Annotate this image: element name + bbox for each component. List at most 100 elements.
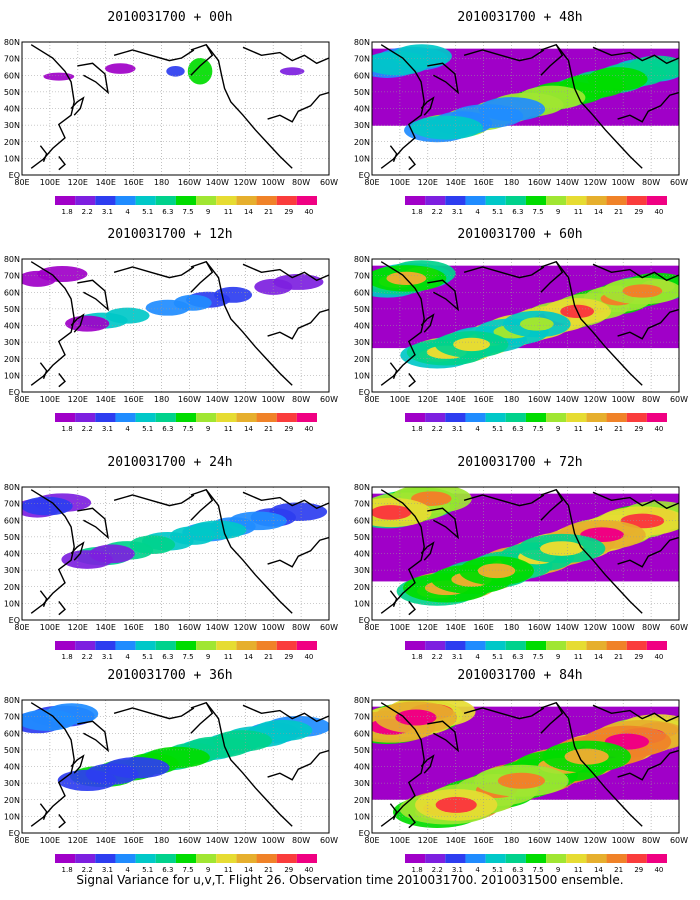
colorbar-swatch bbox=[405, 641, 426, 650]
coastline bbox=[540, 701, 564, 734]
coastline bbox=[77, 720, 110, 753]
map-panel: 2010031700 + 36h 80E 100E 120E 140E 160E 180 16… bbox=[0, 658, 340, 878]
colorbar-swatch bbox=[236, 196, 257, 205]
coastline bbox=[242, 704, 329, 723]
colorbar-label: 5.1 bbox=[492, 425, 503, 433]
coastline bbox=[592, 46, 679, 65]
colorbar-label: 21 bbox=[264, 425, 273, 433]
lat-tick-label: 50N bbox=[354, 88, 370, 97]
lat-tick-label: 50N bbox=[4, 746, 20, 755]
colorbar-label: 7.5 bbox=[182, 425, 193, 433]
colorbar-swatch bbox=[525, 196, 547, 205]
coastline bbox=[242, 263, 329, 282]
coastline bbox=[463, 707, 545, 720]
lon-tick-label: 140E bbox=[96, 395, 116, 404]
colorbar-label: 21 bbox=[614, 653, 623, 661]
colorbar-swatch bbox=[155, 641, 176, 650]
colorbar-swatch bbox=[505, 413, 526, 422]
coastline bbox=[77, 62, 110, 95]
colorbar-swatch bbox=[465, 196, 486, 205]
colorbar-label: 6.3 bbox=[162, 653, 173, 661]
lat-tick-label: 40N bbox=[4, 763, 20, 772]
colorbar-swatch bbox=[465, 641, 486, 650]
colorbar-swatch bbox=[155, 413, 176, 422]
lat-tick-label: 50N bbox=[4, 305, 20, 314]
colorbar-label: 14 bbox=[594, 208, 603, 216]
colorbar-swatch bbox=[566, 641, 587, 650]
map-frame bbox=[371, 258, 680, 393]
coastline bbox=[463, 494, 545, 507]
colorbar-label: 14 bbox=[244, 208, 253, 216]
coastline bbox=[408, 600, 416, 616]
lat-tick-label: 50N bbox=[4, 88, 20, 97]
coastline bbox=[420, 96, 435, 116]
colorbar-swatch bbox=[505, 854, 526, 863]
colorbar-label: 9 bbox=[206, 425, 210, 433]
coastline bbox=[408, 372, 416, 388]
lon-tick-label: 100E bbox=[390, 623, 410, 632]
coastline bbox=[380, 44, 425, 169]
colorbar-swatch bbox=[546, 413, 567, 422]
colorbar-label: 3.1 bbox=[102, 866, 113, 874]
variance-map: 80E 100E 120E 140E 160E 180 160W 140W 120W 100W 80… bbox=[4, 255, 338, 433]
colorbar-label: 29 bbox=[634, 425, 643, 433]
colorbar-swatch bbox=[175, 196, 197, 205]
colorbar-label: 6.3 bbox=[162, 208, 173, 216]
colorbar-swatch bbox=[135, 413, 156, 422]
colorbar-label: 2.2 bbox=[82, 208, 93, 216]
colorbar-swatch bbox=[405, 854, 426, 863]
coastline bbox=[463, 266, 545, 279]
variance-contour bbox=[453, 337, 491, 352]
lat-tick-label: 30N bbox=[4, 121, 20, 130]
variance-map: 80E 100E 120E 140E 160E 180 160W 140W 120W 100W 80… bbox=[4, 696, 338, 874]
variance-contour bbox=[435, 796, 477, 813]
lat-tick-label: 30N bbox=[4, 779, 20, 788]
lat-tick-label: 20N bbox=[354, 355, 370, 364]
coastline bbox=[540, 260, 564, 293]
colorbar-swatch bbox=[505, 196, 526, 205]
coastline bbox=[408, 155, 416, 171]
lon-tick-label: 180 bbox=[154, 836, 169, 845]
variance-contour bbox=[477, 563, 516, 579]
lat-tick-label: 50N bbox=[354, 746, 370, 755]
variance-contour bbox=[129, 535, 176, 555]
lat-tick-label: 70N bbox=[354, 500, 370, 509]
coastline bbox=[427, 279, 460, 312]
colorbar-label: 21 bbox=[614, 866, 623, 874]
colorbar-swatch bbox=[216, 641, 237, 650]
lat-tick-label: 50N bbox=[354, 305, 370, 314]
lat-tick-label: 20N bbox=[4, 355, 20, 364]
colorbar-label: 29 bbox=[284, 425, 293, 433]
variance-contour bbox=[279, 67, 305, 76]
colorbar-label: 40 bbox=[654, 208, 663, 216]
colorbar-label: 4 bbox=[125, 866, 130, 874]
coastline bbox=[617, 91, 679, 123]
map-panel: 2010031700 + 72h 80E 100E 120E 140E 160E 180 16… bbox=[350, 445, 690, 665]
variance-contour bbox=[213, 286, 253, 303]
coastline bbox=[113, 707, 195, 720]
colorbar-label: 3.1 bbox=[452, 653, 463, 661]
colorbar-swatch bbox=[175, 854, 197, 863]
lat-tick-label: 70N bbox=[4, 55, 20, 64]
colorbar-swatch bbox=[95, 641, 116, 650]
coastline bbox=[70, 313, 85, 333]
lat-tick-label: 10N bbox=[354, 154, 370, 163]
colorbar-label: 5.1 bbox=[142, 653, 153, 661]
coastline bbox=[30, 489, 75, 614]
colorbar-label: 11 bbox=[224, 653, 233, 661]
lat-tick-label: 30N bbox=[354, 566, 370, 575]
lat-tick-label: 30N bbox=[354, 338, 370, 347]
colorbar-label: 6.3 bbox=[512, 208, 523, 216]
colorbar-swatch bbox=[115, 854, 136, 863]
colorbar-swatch bbox=[425, 641, 446, 650]
lon-tick-label: 120W bbox=[584, 395, 607, 404]
variance-map: 80E 100E 120E 140E 160E 180 160W 140W 120W 100W 80… bbox=[354, 38, 688, 216]
colorbar-swatch bbox=[465, 854, 486, 863]
colorbar-swatch bbox=[55, 413, 76, 422]
coastline bbox=[190, 43, 214, 76]
lon-tick-label: 100E bbox=[390, 178, 410, 187]
variance-map: 80E 100E 120E 140E 160E 180 160W 140W 120W 100W 80… bbox=[354, 255, 688, 433]
lon-tick-label: 80E bbox=[364, 395, 379, 404]
colorbar-swatch bbox=[485, 196, 506, 205]
variance-contour bbox=[478, 97, 546, 122]
